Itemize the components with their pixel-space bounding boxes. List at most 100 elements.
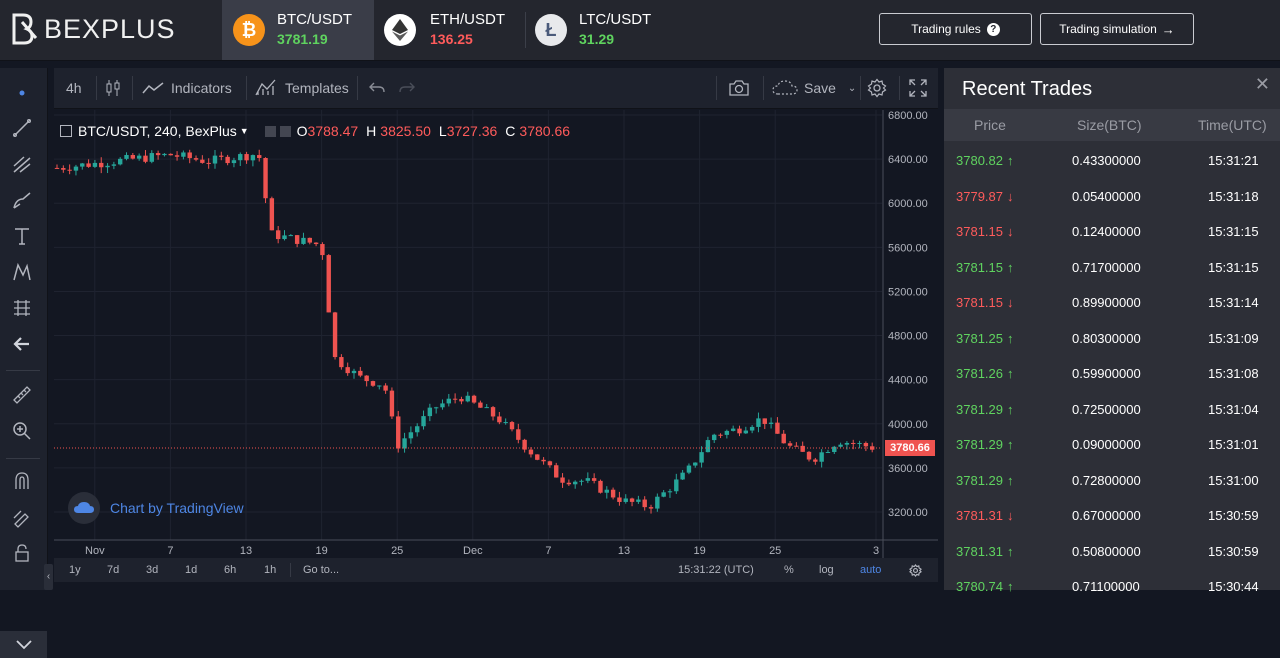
bexplus-logo[interactable]: BEXPLUS [10,12,176,46]
text-tool[interactable] [8,222,36,250]
trade-time: 15:31:15 [1208,259,1259,275]
trading-simulation-button[interactable]: Trading simulation → [1040,13,1194,45]
pattern-tool[interactable] [8,258,36,286]
close-icon[interactable]: ✕ [1254,74,1270,94]
candle-down [737,428,742,434]
legend-settings-icon[interactable] [279,125,291,137]
arrow-up-icon: ↑ [1007,543,1014,559]
candle-up [768,422,774,424]
trade-price-value: 3780.82 [956,153,1003,168]
percent-toggle[interactable]: % [784,564,794,576]
pair-tab-eth[interactable]: ETH/USDT 136.25 [384,0,524,60]
pair-tab-ltc[interactable]: Ł LTC/USDT 31.29 [535,0,675,60]
candle-up [756,418,761,427]
candle-up [250,155,256,161]
y-tick-label: 6400.00 [888,154,928,166]
fullscreen-button[interactable] [908,68,928,108]
range-3d[interactable]: 3d [146,564,159,576]
utc-clock[interactable]: 15:31:22 (UTC) [678,564,754,576]
legend-visibility-icon[interactable] [264,125,276,137]
candle-down [794,445,799,447]
interval-button[interactable]: 4h [66,68,82,108]
legend-open: 3788.47 [307,123,359,139]
candle-down [332,312,338,358]
candle-down [642,499,647,508]
prediction-tool[interactable] [8,294,36,322]
legend-low-label: L [438,123,447,139]
brush-tool[interactable] [8,186,36,214]
trade-price: 3781.15 ↑ [956,250,1014,285]
auto-toggle[interactable]: auto [860,564,882,576]
range-7d[interactable]: 7d [107,564,120,576]
save-button[interactable]: Save ⌄ [772,68,856,108]
x-tick-label: 7 [167,545,173,557]
tradingview-cloud-icon [68,492,100,524]
brand-name: BEXPLUS [44,13,176,44]
log-toggle[interactable]: log [819,564,834,576]
trend-line-tool[interactable] [8,114,36,142]
trade-price-value: 3780.74 [956,579,1003,594]
zoom-in-icon [13,422,31,440]
undo-icon [369,82,385,93]
candles-icon [106,80,120,96]
undo-button[interactable] [368,68,386,108]
range-6h[interactable]: 6h [224,564,237,576]
back-tool[interactable] [8,330,36,358]
chart-pane[interactable]: 6800.00 6400.00 6000.00 5600.00 5200.00 4800.… [54,110,938,558]
measure-tool[interactable] [8,381,36,409]
range-1h[interactable]: 1h [264,564,277,576]
trade-price: 3781.29 ↑ [956,427,1014,462]
candle-up [440,403,445,408]
candle-up [288,235,294,237]
legend-symbol[interactable]: BTC/USDT, 240, BexPlus [78,123,237,139]
trade-price-value: 3781.29 [956,437,1003,452]
candle-down [452,398,458,400]
redo-button[interactable] [398,68,416,108]
candle-up [238,154,243,161]
trade-row: 3781.25 ↑ 0.80300000 15:31:09 [944,321,1280,357]
candle-down [787,443,793,446]
legend-close: 3780.66 [519,123,571,139]
goto-button[interactable]: Go to... [303,564,340,576]
chart-type-button[interactable] [104,68,122,108]
y-tick-label: 4800.00 [888,331,928,343]
candle-down [389,390,395,417]
candle-up [427,407,433,417]
candle-up [484,407,489,409]
trading-rules-button[interactable]: Trading rules ? [879,13,1032,45]
lock-tool[interactable] [8,539,36,567]
x-tick-label: 7 [545,545,551,557]
fib-tool[interactable] [8,150,36,178]
trade-price-value: 3781.31 [956,543,1003,559]
templates-button[interactable]: Templates [255,68,349,108]
tradingview-watermark[interactable]: Chart by TradingView [68,492,244,524]
candle-down [547,461,553,466]
toolbar-divider [96,76,97,100]
scale-settings-button[interactable] [909,558,922,582]
zoom-tool[interactable] [8,417,36,445]
candlestick-chart[interactable]: 6800.00 6400.00 6000.00 5600.00 5200.00 4800.… [54,110,938,558]
range-1y[interactable]: 1y [69,564,81,576]
chart-settings-button[interactable] [867,68,887,108]
price-axis[interactable] [883,110,938,558]
collapse-toolbar-button[interactable]: ‹ [44,564,53,590]
candle-down [225,156,230,164]
candle-down [813,459,818,462]
legend-toggle-icon[interactable] [60,125,72,137]
templates-icon [255,79,276,96]
cursor-dot-tool[interactable] [8,78,36,106]
symbol-dropdown-icon[interactable]: ▼ [239,126,249,136]
magnet-tool[interactable] [8,467,36,495]
candle-down [598,480,603,493]
candle-up [149,153,154,162]
header-size: Size(BTC) [1077,117,1142,133]
chevron-down-icon: ⌄ [847,82,857,94]
candle-down [143,155,148,162]
range-1d[interactable]: 1d [185,564,198,576]
pair-tab-btc[interactable]: ₿ BTC/USDT 3781.19 [222,0,374,60]
trade-time: 15:30:44 [1208,579,1259,594]
lock-drawing-tool[interactable] [8,503,36,531]
screenshot-button[interactable] [728,68,750,108]
indicators-button[interactable]: Indicators [142,68,232,108]
toggle-toolbar-button[interactable] [0,631,47,658]
